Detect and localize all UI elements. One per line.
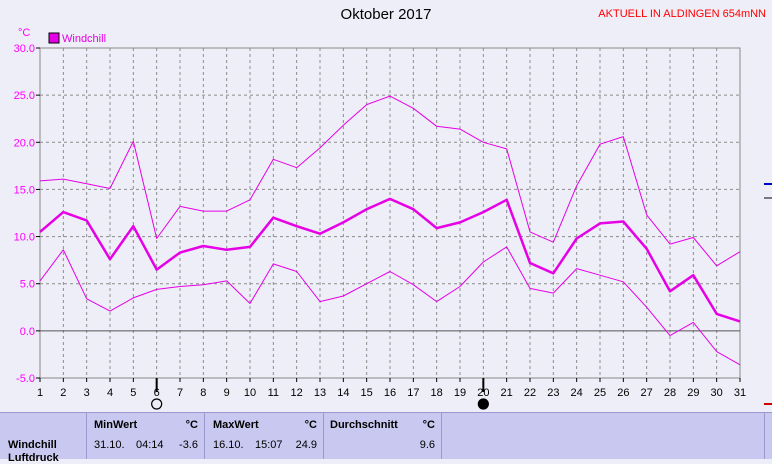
stats-right-divider bbox=[764, 413, 765, 459]
x-tick-label: 2 bbox=[60, 387, 66, 399]
x-tick-label: 17 bbox=[407, 387, 419, 399]
chart-title: Oktober 2017 bbox=[340, 6, 432, 23]
max-value: 24.9 bbox=[295, 439, 317, 451]
x-tick-label: 16 bbox=[384, 387, 396, 399]
y-tick-label: 5.0 bbox=[20, 279, 35, 291]
x-tick-label: 14 bbox=[337, 387, 349, 399]
x-tick-label: 27 bbox=[641, 387, 653, 399]
x-tick-label: 4 bbox=[107, 387, 113, 399]
full-moon-icon bbox=[151, 398, 163, 410]
x-tick-label: 15 bbox=[361, 387, 373, 399]
x-tick-label: 1 bbox=[37, 387, 43, 399]
x-tick-label: 31 bbox=[734, 387, 746, 399]
location-label: AKTUELL IN ALDINGEN 654mNN bbox=[598, 8, 766, 20]
right-edge-strip bbox=[764, 38, 772, 410]
y-tick-label: 30.0 bbox=[14, 43, 35, 55]
stats-panel: Windchill Luftdruck MinWert °C 31.10. 04… bbox=[0, 412, 772, 464]
series-lines bbox=[39, 95, 741, 366]
min-time: 04:14 bbox=[136, 439, 164, 451]
min-date: 31.10. bbox=[94, 439, 125, 451]
x-tick-label: 26 bbox=[617, 387, 629, 399]
stats-avg-cell: Durchschnitt °C 9.6 bbox=[324, 413, 442, 459]
x-tick-label: 7 bbox=[177, 387, 183, 399]
legend-swatch bbox=[48, 32, 60, 44]
x-tick-label: 12 bbox=[291, 387, 303, 399]
x-tick-label: 25 bbox=[594, 387, 606, 399]
new-moon-icon bbox=[477, 398, 489, 410]
y-tick-label: 25.0 bbox=[14, 90, 35, 102]
x-tick-label: 5 bbox=[130, 387, 136, 399]
avg-value: 9.6 bbox=[419, 439, 435, 451]
y-tick-label: 20.0 bbox=[14, 137, 35, 149]
y-tick-label: 10.0 bbox=[14, 232, 35, 244]
x-tick-label: 29 bbox=[687, 387, 699, 399]
min-unit: °C bbox=[185, 419, 198, 431]
max-unit: °C bbox=[304, 419, 317, 431]
legend-label: Windchill bbox=[62, 33, 106, 45]
grid-lines bbox=[39, 47, 741, 379]
avg-unit: °C bbox=[422, 419, 435, 431]
x-tick-label: 20 bbox=[477, 387, 489, 399]
x-tick-label: 3 bbox=[84, 387, 90, 399]
y-tick-label: 15.0 bbox=[14, 184, 35, 196]
y-unit-label: °C bbox=[18, 27, 30, 39]
axes: 30.025.020.015.010.05.00.0-5.01 2 3 4 5 6 7 8 9 1… bbox=[14, 43, 747, 399]
stats-row-label: Windchill bbox=[8, 439, 57, 451]
x-tick-label: 28 bbox=[664, 387, 676, 399]
x-tick-label: 23 bbox=[547, 387, 559, 399]
x-tick-label: 30 bbox=[711, 387, 723, 399]
series-line-min bbox=[39, 246, 741, 366]
y-tick-label: -5.0 bbox=[16, 373, 35, 385]
avg-header: Durchschnitt bbox=[330, 419, 398, 431]
stats-row-label-2: Luftdruck bbox=[8, 452, 59, 464]
moon-markers bbox=[151, 378, 489, 410]
stats-label-cell: Windchill Luftdruck bbox=[0, 413, 87, 464]
legend: Windchill bbox=[48, 32, 106, 45]
series-line-max bbox=[39, 95, 741, 267]
windchill-line-chart: °C 30.025.020.015.010.05.00.0-5.01 2 3 4 5 6 7… bbox=[14, 27, 772, 410]
x-tick-label: 8 bbox=[200, 387, 206, 399]
min-value: -3.6 bbox=[179, 439, 198, 451]
x-tick-label: 9 bbox=[224, 387, 230, 399]
stats-min-cell: MinWert °C 31.10. 04:14 -3.6 bbox=[86, 413, 205, 459]
min-header: MinWert bbox=[94, 419, 138, 431]
max-date: 16.10. bbox=[213, 439, 244, 451]
x-tick-label: 6 bbox=[154, 387, 160, 399]
max-header: MaxWert bbox=[213, 419, 259, 431]
x-tick-label: 19 bbox=[454, 387, 466, 399]
x-tick-label: 21 bbox=[501, 387, 513, 399]
x-tick-label: 11 bbox=[268, 387, 279, 399]
stats-max-cell: MaxWert °C 16.10. 15:07 24.9 bbox=[205, 413, 324, 459]
x-tick-label: 13 bbox=[314, 387, 326, 399]
x-tick-label: 24 bbox=[571, 387, 583, 399]
max-time: 15:07 bbox=[255, 439, 283, 451]
y-tick-label: 0.0 bbox=[20, 326, 35, 338]
x-tick-label: 22 bbox=[524, 387, 536, 399]
series-line-mean bbox=[39, 197, 741, 323]
x-tick-label: 10 bbox=[244, 387, 256, 399]
x-tick-label: 18 bbox=[431, 387, 443, 399]
